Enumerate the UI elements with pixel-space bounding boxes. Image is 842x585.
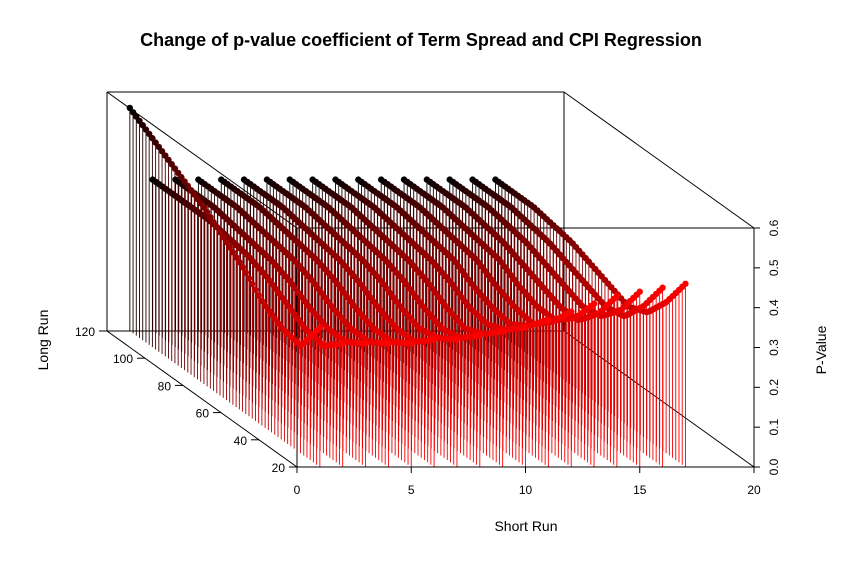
- y-tick-label-3: 80: [158, 379, 172, 393]
- chart-marks: [126, 104, 689, 467]
- point-3-1006: [385, 340, 392, 347]
- x-tick-label-0: 0: [294, 483, 301, 497]
- y-tick-label-1: 40: [234, 434, 248, 448]
- point-0-527: [226, 243, 233, 251]
- z-tick-label-4: 0.4: [767, 299, 781, 316]
- point-4-1007: [408, 340, 415, 347]
- z-axis-label: P-Value: [813, 325, 829, 374]
- point-0-646: [249, 280, 256, 288]
- point-0-459: [213, 223, 220, 231]
- point-0-680: [255, 292, 262, 299]
- point-9-1012: [522, 324, 529, 331]
- point-1-1004: [339, 340, 346, 347]
- point-0-629: [245, 275, 253, 282]
- point-5-1008: [430, 336, 438, 343]
- point-0-408: [203, 208, 211, 216]
- z-tick-label-2: 0.2: [767, 379, 781, 396]
- z-tick-label-5: 0.5: [767, 259, 781, 276]
- y-tick-label-4: 100: [113, 352, 133, 366]
- point-0-595: [239, 263, 246, 271]
- x-tick-label-1: 5: [408, 483, 415, 497]
- y-axis-line: [106, 330, 298, 468]
- point-0-476: [216, 228, 224, 236]
- point-16-1019: [682, 280, 689, 287]
- point-0-578: [236, 258, 243, 266]
- point-8-1011: [499, 328, 506, 335]
- z-tick-label-0: 0.0: [767, 458, 781, 475]
- point-0-663: [252, 286, 259, 293]
- z-tick-label-6: 0.6: [767, 219, 781, 236]
- box-depth-top-right: [563, 91, 755, 229]
- point-0-561: [232, 253, 240, 261]
- point-7-1010: [476, 332, 483, 339]
- x-tick-label-3: 15: [633, 483, 647, 497]
- y-tick-label-5: 120: [75, 325, 95, 339]
- point-6-1009: [453, 336, 461, 343]
- point-0-493: [220, 233, 227, 241]
- y-tick-label-2: 60: [196, 407, 210, 421]
- x-tick-label-4: 20: [747, 483, 761, 497]
- point-0-391: [200, 204, 208, 211]
- y-tick-label-0: 20: [272, 461, 286, 475]
- z-tick-label-3: 0.3: [767, 339, 781, 356]
- chart-axes: 0 5 10 15 20 20 40 60 80 100 120 0.0 0.1 0.2 0.3 0.4 0.5…: [75, 219, 781, 497]
- y-axis-label: Long Run: [35, 310, 51, 371]
- point-11-1014: [568, 308, 575, 315]
- point-0-612: [242, 269, 249, 276]
- point-13-1016: [613, 292, 621, 299]
- point-0-442: [210, 218, 217, 226]
- x-axis-label: Short Run: [494, 518, 557, 534]
- point-0-510: [223, 238, 230, 246]
- point-12-1015: [590, 300, 598, 307]
- z-tick-label-1: 0.1: [767, 419, 781, 436]
- x-tick-label-2: 10: [519, 483, 533, 497]
- point-15-1018: [659, 284, 666, 291]
- point-0-425: [207, 213, 214, 221]
- point-2-1005: [362, 340, 369, 347]
- point-0-1003: [316, 324, 324, 331]
- point-14-1017: [636, 288, 643, 295]
- point-0-544: [229, 248, 237, 256]
- point-10-1013: [545, 316, 552, 323]
- point-0-697: [258, 297, 266, 305]
- chart-title: Change of p-value coefficient of Term Sp…: [140, 30, 702, 50]
